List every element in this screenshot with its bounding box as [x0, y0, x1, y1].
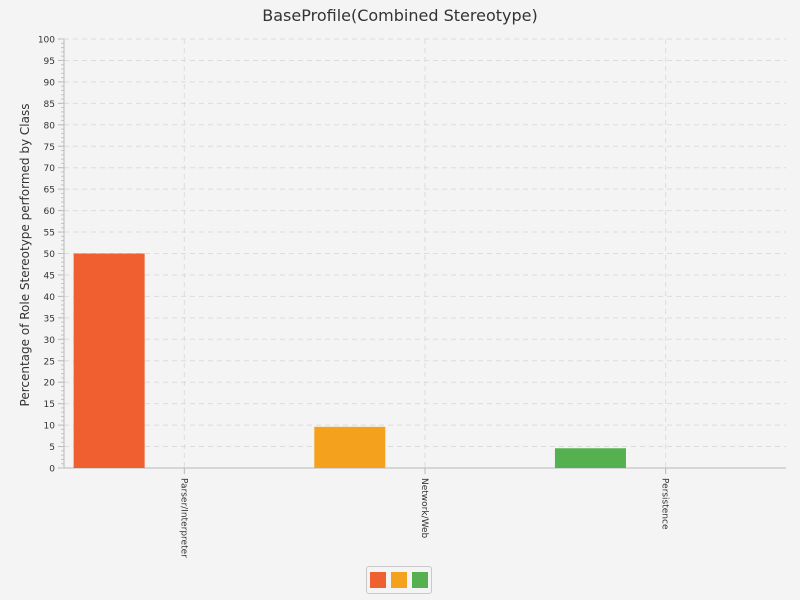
- y-tick-label: 40: [44, 293, 56, 303]
- y-tick-label: 50: [44, 250, 56, 260]
- y-tick-label: 0: [49, 465, 55, 475]
- y-tick-label: 100: [38, 36, 55, 46]
- x-tick-label: Network/Web: [419, 478, 429, 539]
- y-tick-label: 65: [44, 186, 55, 196]
- y-tick-label: 15: [44, 400, 55, 410]
- y-tick-label: 30: [44, 336, 56, 346]
- y-tick-label: 75: [44, 143, 55, 153]
- y-tick-label: 90: [44, 78, 56, 88]
- legend-swatch-3: [412, 572, 428, 588]
- y-tick-label: 95: [44, 57, 55, 67]
- y-tick-label: 55: [44, 229, 55, 239]
- x-tick-label: Parser/Interpreter: [178, 478, 188, 558]
- bar-network-web: [314, 426, 386, 468]
- chart-title: BaseProfile(Combined Stereotype): [262, 6, 538, 25]
- chart-legend: [366, 566, 432, 594]
- legend-swatch-2: [391, 572, 407, 588]
- bar-persistence: [554, 448, 626, 468]
- legend-swatch-1: [370, 572, 386, 588]
- y-tick-label: 10: [44, 422, 56, 432]
- y-tick-label: 35: [44, 314, 55, 324]
- y-tick-label: 5: [49, 443, 55, 453]
- y-tick-label: 20: [44, 379, 56, 389]
- bar-parser-interpreter: [73, 253, 145, 468]
- y-tick-label: 60: [44, 207, 56, 217]
- y-tick-label: 85: [44, 100, 55, 110]
- y-tick-label: 80: [44, 121, 56, 131]
- x-tick-label: Persistence: [660, 478, 670, 530]
- y-tick-label: 25: [44, 357, 55, 367]
- y-tick-label: 70: [44, 164, 56, 174]
- y-tick-label: 45: [44, 271, 55, 281]
